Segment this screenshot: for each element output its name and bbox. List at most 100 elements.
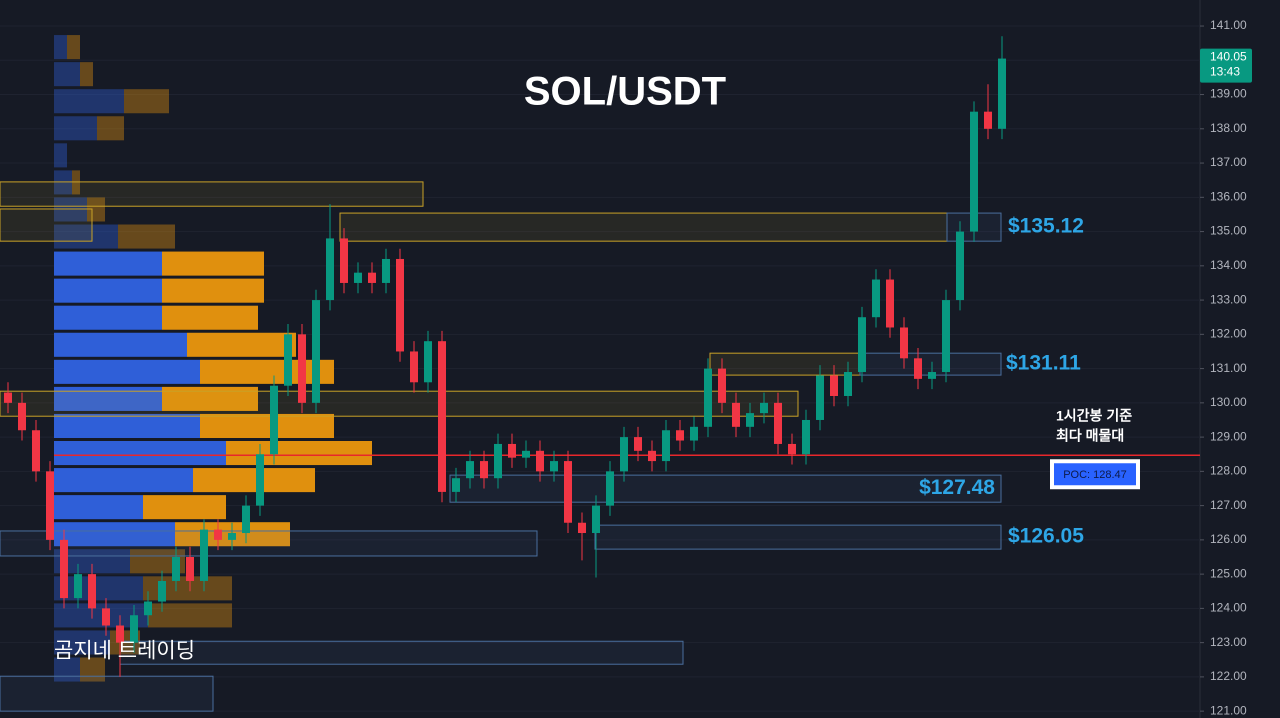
- profile-buy: [54, 116, 97, 141]
- zone-label: $135.12: [1008, 215, 1084, 238]
- profile-sell: [162, 251, 264, 276]
- profile-sell: [80, 62, 93, 87]
- candle-body: [46, 471, 54, 540]
- profile-sell: [148, 603, 232, 628]
- profile-sell: [118, 224, 175, 249]
- candle-body: [256, 454, 264, 506]
- zone: [449, 474, 1002, 503]
- profile-sell: [143, 495, 226, 520]
- candle-body: [18, 402, 26, 431]
- candle-body: [578, 522, 586, 534]
- candle-body: [928, 372, 936, 379]
- candle-body: [942, 300, 950, 373]
- zone: [0, 530, 538, 557]
- candle-body: [200, 529, 208, 581]
- candle-body: [830, 375, 838, 396]
- profile-buy: [54, 630, 110, 655]
- zone: [119, 640, 684, 665]
- candle-body: [326, 238, 334, 301]
- candle-body: [186, 556, 194, 581]
- candle-body: [872, 279, 880, 318]
- zone: [0, 208, 93, 242]
- candle-body: [648, 450, 656, 462]
- candle-body: [704, 368, 712, 427]
- y-tick-label: 133.00: [1210, 292, 1247, 306]
- profile-sell: [72, 170, 80, 195]
- candle-body: [900, 327, 908, 359]
- candle-body: [410, 351, 418, 383]
- zone: [0, 390, 799, 417]
- profile-sell: [193, 468, 315, 493]
- candle-body: [746, 413, 754, 427]
- candle-body: [214, 529, 222, 540]
- watermark: 곰지네 트레이딩: [54, 640, 195, 663]
- candle-body: [844, 372, 852, 396]
- candle-body: [984, 111, 992, 129]
- y-tick-label: 134.00: [1210, 258, 1247, 272]
- candle-body: [284, 334, 292, 386]
- candle-body: [774, 402, 782, 444]
- profile-sell: [200, 359, 334, 384]
- candle-body: [32, 430, 40, 472]
- y-tick-label: 127.00: [1210, 498, 1247, 512]
- candle-body: [466, 461, 474, 479]
- candle-body: [424, 341, 432, 383]
- profile-sell: [67, 35, 80, 60]
- y-tick-label: 132.00: [1210, 327, 1247, 341]
- profile-sell: [162, 278, 264, 303]
- y-tick-label: 141.00: [1210, 18, 1247, 32]
- y-tick-label: 128.00: [1210, 464, 1247, 478]
- candle-body: [676, 430, 684, 441]
- candle-body: [536, 450, 544, 472]
- profile-buy: [54, 143, 67, 168]
- candle-body: [228, 533, 236, 540]
- candle-body: [718, 368, 726, 403]
- profile-buy: [54, 278, 162, 303]
- poc-note: 최다 매물대: [1056, 428, 1124, 444]
- candle-body: [74, 574, 82, 599]
- profile-buy: [54, 413, 200, 439]
- candle-body: [158, 580, 166, 602]
- y-tick-label: 130.00: [1210, 395, 1247, 409]
- profile-buy: [54, 35, 67, 60]
- candle-body: [592, 505, 600, 534]
- profile-buy: [54, 224, 118, 249]
- y-tick-label: 125.00: [1210, 566, 1247, 580]
- zone: [859, 352, 1002, 376]
- candle-body: [102, 608, 110, 626]
- profile-buy: [54, 468, 193, 493]
- profile-buy: [54, 359, 200, 384]
- zone: [594, 524, 1002, 550]
- zone: [339, 212, 948, 242]
- candle-body: [564, 461, 572, 523]
- zone-label: $126.05: [1008, 525, 1084, 548]
- candle-body: [130, 615, 138, 643]
- last-price-label: 140.05: [1210, 50, 1247, 64]
- poc-note: 1시간봉 기준: [1056, 408, 1132, 424]
- chart-title: SOL/USDT: [524, 70, 726, 114]
- y-tick-label: 122.00: [1210, 669, 1247, 683]
- profile-sell: [162, 305, 258, 330]
- zone: [0, 181, 424, 207]
- poc-label: POC: 128.47: [1063, 469, 1127, 481]
- candle-body: [480, 461, 488, 479]
- profile-sell: [80, 657, 105, 682]
- candle-body: [606, 471, 614, 506]
- y-tick-label: 126.00: [1210, 532, 1247, 546]
- candle-body: [368, 272, 376, 283]
- candle-body: [396, 258, 404, 352]
- last-time-label: 13:43: [1210, 65, 1240, 79]
- zone-label: $131.11: [1006, 352, 1081, 375]
- candle-body: [60, 539, 68, 599]
- candle-body: [438, 341, 446, 492]
- candle-body: [382, 258, 390, 283]
- profile-buy: [54, 657, 80, 682]
- profile-sell: [124, 89, 169, 114]
- profile-buy: [54, 495, 143, 520]
- poc-box-inner: [1054, 463, 1136, 486]
- profile-sell: [187, 332, 296, 357]
- candle-body: [522, 450, 530, 458]
- profile-sell: [200, 413, 334, 439]
